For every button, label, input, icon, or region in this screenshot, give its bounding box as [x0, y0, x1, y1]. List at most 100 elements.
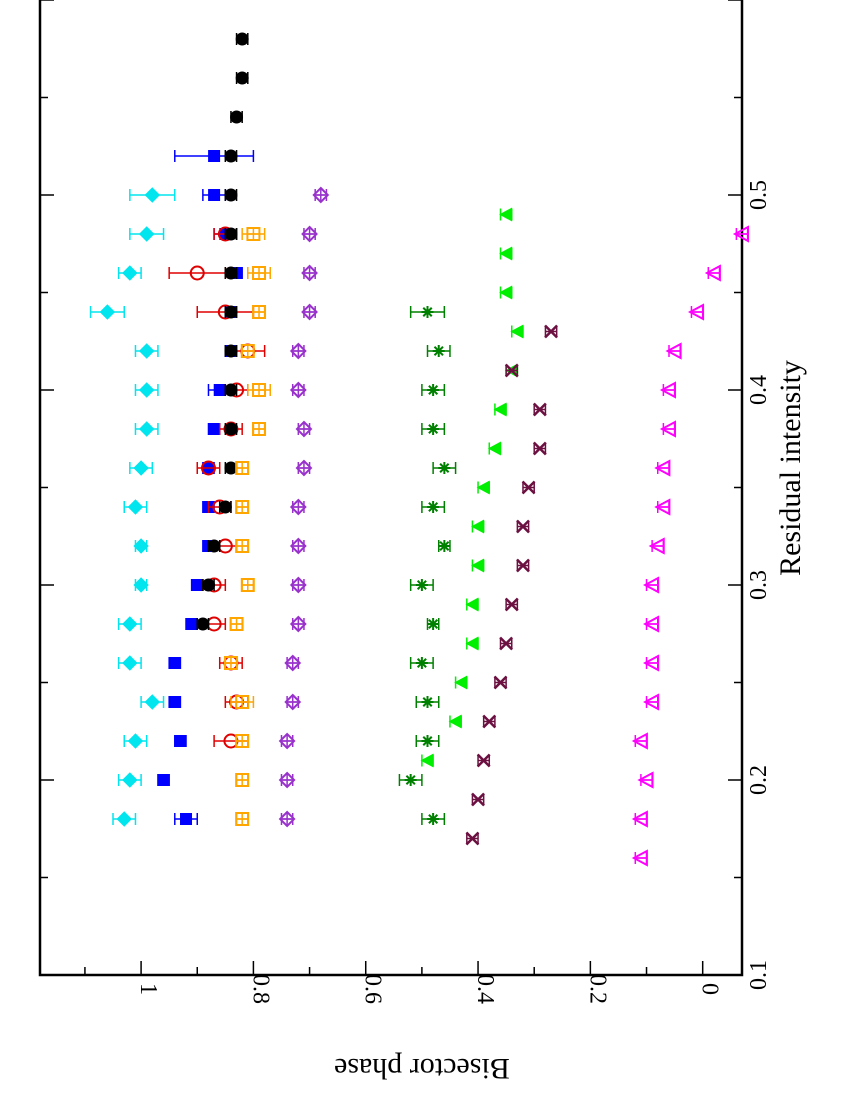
data-point	[471, 519, 485, 534]
data-point	[465, 597, 479, 612]
point-marker	[448, 714, 462, 729]
data-point	[687, 303, 705, 321]
data-point	[168, 657, 182, 669]
point-marker	[235, 32, 249, 46]
data-point	[476, 753, 491, 768]
point-marker	[476, 753, 491, 768]
data-point	[643, 615, 660, 633]
data-point	[196, 617, 210, 631]
axis-ticks	[40, 0, 742, 976]
point-marker	[224, 305, 238, 319]
data-point	[654, 459, 671, 477]
series-cyan-diamond	[89, 187, 176, 827]
data-point	[499, 636, 514, 651]
point-marker	[218, 500, 232, 514]
data-point	[289, 498, 307, 516]
data-point	[129, 187, 176, 203]
data-point	[532, 441, 547, 456]
data-point	[224, 305, 238, 319]
data-point	[235, 71, 249, 85]
data-point	[516, 558, 530, 573]
data-point	[465, 831, 480, 846]
point-marker	[476, 480, 490, 495]
data-point	[409, 579, 434, 591]
point-marker	[422, 307, 433, 317]
point-marker	[122, 772, 138, 788]
point-marker	[127, 733, 144, 749]
x-tick-label: 0.2	[746, 765, 772, 795]
point-marker	[224, 149, 238, 163]
point-marker	[516, 519, 530, 534]
data-point	[240, 578, 255, 592]
point-marker	[127, 499, 144, 515]
data-point	[482, 714, 497, 729]
point-marker	[99, 304, 116, 320]
data-point	[235, 461, 250, 475]
data-point	[247, 266, 272, 280]
data-point	[235, 812, 250, 826]
data-point	[235, 773, 250, 787]
x-tick-label: 0.5	[746, 180, 772, 210]
data-point	[465, 636, 479, 651]
data-point	[510, 324, 524, 339]
series-purple-diamond	[278, 186, 330, 828]
data-point	[521, 480, 536, 495]
point-marker	[465, 831, 480, 846]
data-point	[499, 207, 513, 222]
x-axis-label: Residual intensity	[774, 360, 807, 576]
data-point	[224, 383, 238, 397]
point-marker	[201, 578, 215, 592]
data-point	[157, 774, 170, 786]
point-marker	[168, 657, 181, 669]
data-point	[207, 539, 221, 553]
data-point	[89, 304, 125, 320]
point-marker	[428, 619, 439, 629]
data-point	[437, 540, 451, 552]
data-point	[631, 732, 648, 750]
data-point	[289, 576, 307, 594]
point-marker	[428, 424, 439, 434]
data-point	[499, 285, 513, 300]
data-point	[202, 189, 227, 201]
point-marker	[213, 384, 226, 396]
data-point	[301, 225, 318, 243]
data-point	[224, 344, 238, 358]
point-marker	[235, 71, 249, 85]
data-point	[426, 618, 440, 630]
data-point	[224, 227, 238, 241]
y-tick-label: 0.8	[247, 974, 273, 1004]
point-marker	[174, 735, 187, 747]
point-marker	[504, 363, 519, 378]
point-marker	[465, 597, 479, 612]
point-marker	[138, 343, 155, 359]
point-marker	[208, 150, 221, 162]
data-point	[654, 498, 671, 516]
data-point	[185, 618, 198, 630]
point-marker	[138, 382, 155, 398]
data-point	[295, 459, 313, 477]
point-marker	[428, 502, 439, 512]
data-point	[516, 519, 530, 534]
data-point	[278, 771, 296, 789]
x-tick-label: 0.4	[746, 375, 772, 405]
data-point	[448, 714, 462, 729]
data-point	[278, 810, 296, 828]
data-point	[235, 539, 250, 553]
y-tick-label: 0.2	[584, 974, 610, 1004]
data-point	[235, 32, 249, 46]
data-point	[471, 792, 485, 807]
point-marker	[230, 110, 244, 124]
data-point	[631, 810, 648, 828]
series-orange-square	[223, 227, 272, 826]
data-point	[426, 345, 451, 357]
point-marker	[191, 579, 204, 591]
point-marker	[196, 617, 210, 631]
data-point	[289, 381, 307, 399]
data-point	[117, 655, 142, 671]
data-point	[504, 597, 519, 612]
data-point	[454, 675, 468, 690]
data-point	[240, 344, 255, 358]
data-point	[174, 150, 255, 162]
series-darkgreen-star	[398, 306, 457, 825]
y-axis-label: Bisector phase	[334, 1052, 510, 1085]
